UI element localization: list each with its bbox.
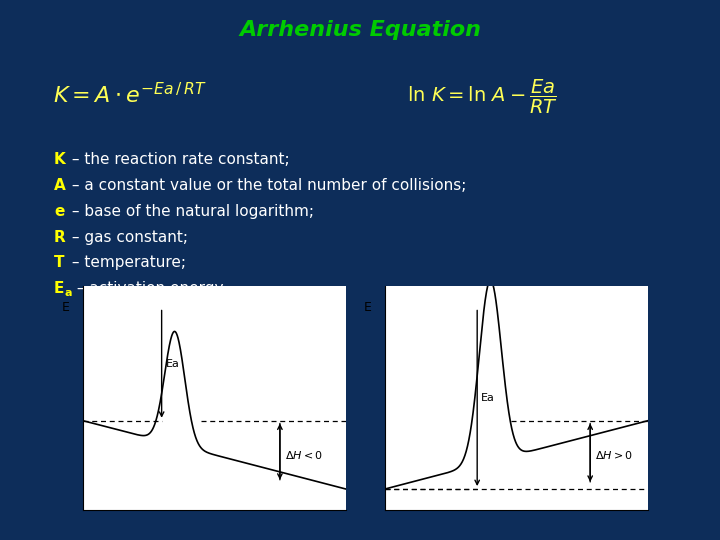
Text: E: E — [364, 301, 372, 314]
Text: R: R — [54, 230, 66, 245]
Text: – the reaction rate constant;: – the reaction rate constant; — [67, 152, 289, 167]
Text: Ea: Ea — [166, 359, 179, 369]
Text: Ea: Ea — [481, 393, 495, 403]
Text: A: A — [54, 178, 66, 193]
Text: – gas constant;: – gas constant; — [67, 230, 188, 245]
Text: $\Delta H>0$: $\Delta H>0$ — [595, 449, 634, 461]
Text: $K = A \cdot e^{-Ea\,/\,RT}$: $K = A \cdot e^{-Ea\,/\,RT}$ — [53, 82, 207, 107]
Text: E: E — [62, 301, 70, 314]
Text: – temperature;: – temperature; — [67, 255, 186, 271]
Text: T: T — [54, 255, 65, 271]
Text: Arrhenius Equation: Arrhenius Equation — [239, 19, 481, 40]
Text: – a constant value or the total number of collisions;: – a constant value or the total number o… — [67, 178, 467, 193]
Text: $\ln\, K = \ln\, A - \dfrac{Ea}{RT}$: $\ln\, K = \ln\, A - \dfrac{Ea}{RT}$ — [407, 78, 558, 116]
Text: e: e — [54, 204, 64, 219]
Text: E: E — [54, 281, 64, 296]
Text: K: K — [54, 152, 66, 167]
Text: – base of the natural logarithm;: – base of the natural logarithm; — [67, 204, 314, 219]
Text: – activation energy.: – activation energy. — [72, 281, 226, 296]
Text: $\Delta H<0$: $\Delta H<0$ — [285, 449, 323, 461]
Text: a: a — [65, 288, 72, 298]
